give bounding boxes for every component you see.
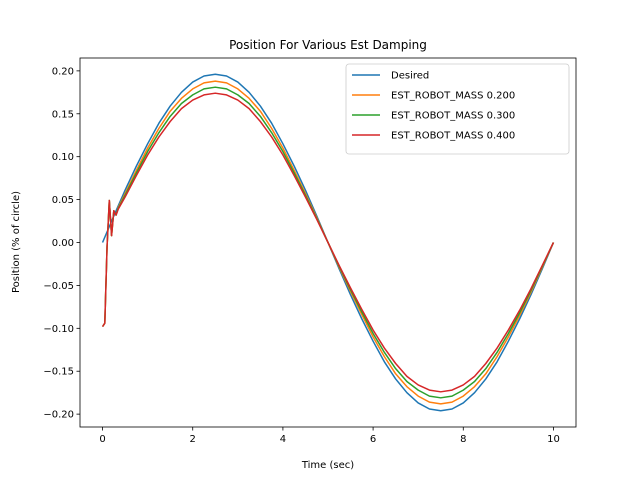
x-tick-label: 10 <box>547 434 560 445</box>
y-tick-label: 0.20 <box>52 66 74 77</box>
x-tick-label: 2 <box>190 434 196 445</box>
y-tick-label: −0.15 <box>43 367 74 378</box>
x-tick-label: 0 <box>99 434 105 445</box>
chart-title: Position For Various Est Damping <box>229 38 427 52</box>
x-tick-label: 4 <box>280 434 286 445</box>
y-axis-label: Position (% of circle) <box>11 191 22 293</box>
y-tick-label: 0.00 <box>52 238 74 249</box>
x-tick-label: 6 <box>370 434 376 445</box>
y-tick-label: −0.10 <box>43 324 74 335</box>
legend-label-2: EST_ROBOT_MASS 0.300 <box>391 111 515 122</box>
legend-box <box>345 63 570 155</box>
legend-label-1: EST_ROBOT_MASS 0.200 <box>391 91 515 102</box>
legend-label-0: Desired <box>391 71 429 82</box>
legend-label-3: EST_ROBOT_MASS 0.400 <box>391 131 515 142</box>
y-tick-label: 0.10 <box>52 152 74 163</box>
x-tick-label: 8 <box>460 434 466 445</box>
y-tick-label: −0.05 <box>43 281 74 292</box>
x-axis: 0 2 4 6 8 10 <box>99 427 560 445</box>
y-tick-label: 0.15 <box>52 109 74 120</box>
legend: Desired EST_ROBOT_MASS 0.200 EST_ROBOT_MAS… <box>345 63 570 155</box>
series-line-3 <box>101 92 555 393</box>
x-axis-label: Time (sec) <box>301 460 354 471</box>
y-tick-label: 0.05 <box>52 195 74 206</box>
plot-series <box>101 73 555 412</box>
y-axis: −0.20 −0.15 −0.10 −0.05 0.00 0.05 0.10 0.15 0.20 <box>43 66 80 421</box>
y-tick-label: −0.20 <box>43 410 74 421</box>
